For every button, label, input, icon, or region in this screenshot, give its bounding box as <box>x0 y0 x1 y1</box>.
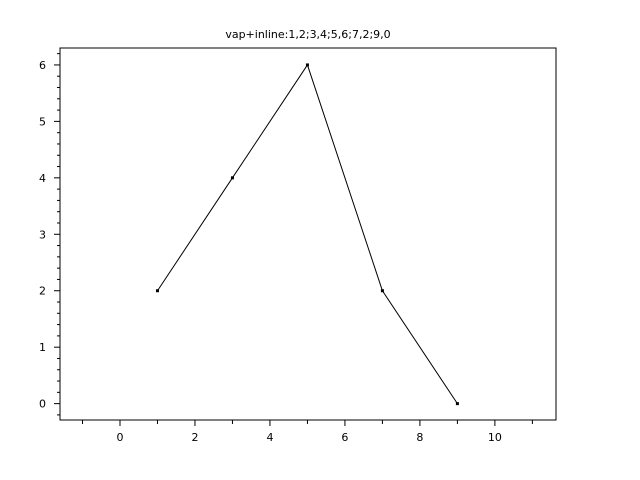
y-tick-label: 0 <box>39 398 46 411</box>
series-line <box>157 63 458 404</box>
data-point <box>230 176 234 180</box>
data-point <box>455 402 459 406</box>
chart-title: vap+inline:1,2;3,4;5,6;7,2;9,0 <box>225 28 390 41</box>
data-point <box>305 63 309 67</box>
y-tick-label: 4 <box>39 172 46 185</box>
x-tick-label: 6 <box>341 431 348 444</box>
x-tick-label: 10 <box>488 431 502 444</box>
y-tick-label: 1 <box>39 341 46 354</box>
data-point <box>380 289 384 293</box>
data-point <box>155 289 159 293</box>
x-tick-label: 0 <box>116 431 123 444</box>
y-tick-label: 3 <box>39 228 46 241</box>
plot-frame <box>59 47 557 421</box>
x-tick-label: 8 <box>416 431 423 444</box>
x-tick-label: 4 <box>266 431 273 444</box>
y-tick-label: 5 <box>39 115 46 128</box>
y-tick-label: 2 <box>39 285 46 298</box>
y-tick-label: 6 <box>39 59 46 72</box>
x-tick-label: 2 <box>191 431 198 444</box>
